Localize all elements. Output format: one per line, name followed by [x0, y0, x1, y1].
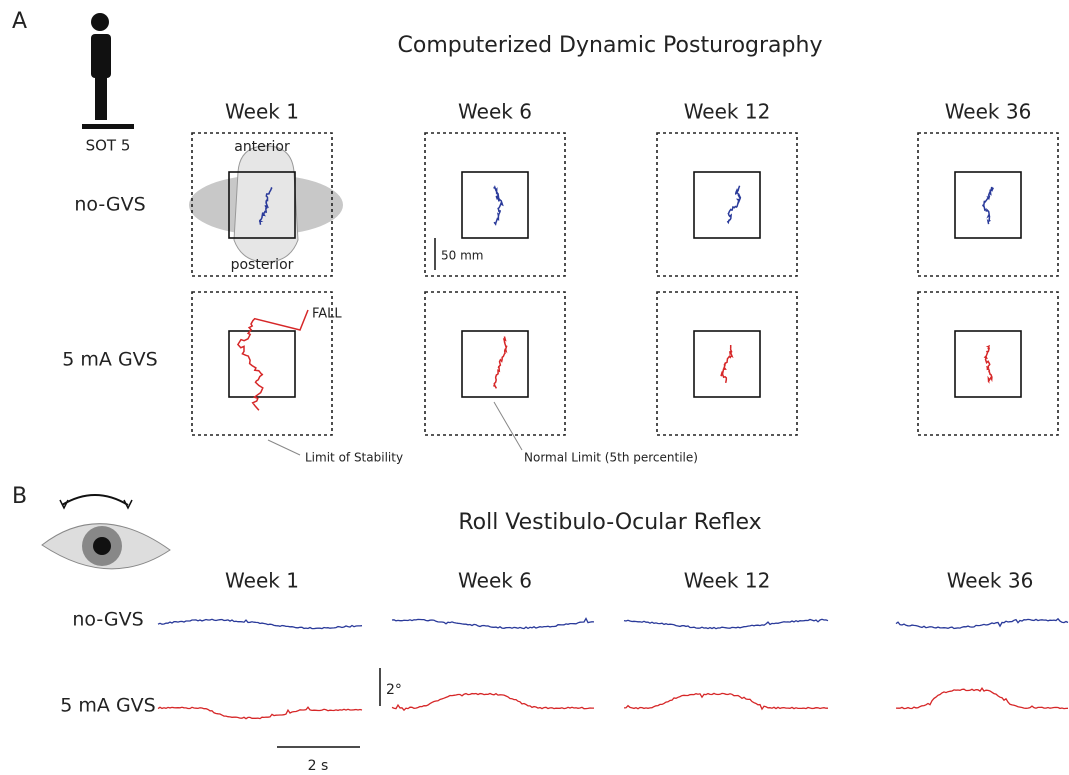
- sway-trace: [985, 346, 992, 381]
- vor-trace: [158, 619, 362, 628]
- column-heading: Week 36: [947, 569, 1034, 593]
- column-heading: Week 6: [458, 569, 532, 593]
- panel-title: Computerized Dynamic Posturography: [398, 33, 823, 58]
- panel-title: Roll Vestibulo-Ocular Reflex: [458, 510, 761, 535]
- limit-of-stability: [918, 292, 1058, 435]
- anterior-label: anterior: [234, 139, 290, 155]
- column-heading: Week 36: [945, 100, 1032, 124]
- row-label: 5 mA GVS: [62, 349, 157, 371]
- column-heading: Week 12: [684, 569, 771, 593]
- panel-label: B: [12, 484, 27, 509]
- vor-trace: [624, 619, 828, 628]
- panel-label: A: [12, 9, 27, 34]
- eye-icon: [42, 495, 170, 569]
- sway-trace: [983, 187, 994, 224]
- pointer: [494, 402, 522, 450]
- row-label: no-GVS: [74, 194, 145, 216]
- posterior-label: posterior: [231, 257, 294, 273]
- person-icon: [82, 13, 134, 129]
- column-heading: Week 1: [225, 100, 299, 124]
- annotation: Normal Limit (5th percentile): [524, 451, 698, 465]
- fall-label: FALL: [312, 307, 342, 322]
- limit-of-stability: [657, 133, 797, 276]
- vor-trace: [624, 693, 828, 709]
- normal-limit: [694, 331, 760, 397]
- vor-trace: [158, 707, 362, 719]
- scale-label: 2 s: [308, 758, 329, 774]
- limit-of-stability: [192, 292, 332, 435]
- vor-trace: [896, 688, 1068, 708]
- vor-trace: [392, 619, 594, 629]
- figure: A Computerized Dynamic Posturography SOT…: [0, 0, 1069, 775]
- sway-trace: [721, 345, 732, 383]
- column-heading: Week 6: [458, 100, 532, 124]
- limit-of-stability: [425, 292, 565, 435]
- sway-trace: [727, 186, 740, 223]
- row-label: no-GVS: [72, 609, 143, 631]
- scale-label: 2°: [386, 682, 402, 698]
- normal-limit: [462, 172, 528, 238]
- vor-trace: [392, 694, 594, 711]
- row-label: 5 mA GVS: [60, 695, 155, 717]
- annotation: Limit of Stability: [305, 451, 403, 465]
- normal-limit: [955, 172, 1021, 238]
- column-heading: Week 12: [684, 100, 771, 124]
- pointer: [268, 440, 300, 455]
- sway-trace: [238, 310, 308, 410]
- column-heading: Week 1: [225, 569, 299, 593]
- limit-of-stability: [657, 292, 797, 435]
- sway-trace: [494, 337, 507, 389]
- vor-trace: [896, 619, 1068, 629]
- icon-label: SOT 5: [86, 137, 131, 155]
- scale-label: 50 mm: [441, 249, 483, 263]
- sway-trace: [494, 187, 502, 224]
- limit-of-stability: [918, 133, 1058, 276]
- normal-limit: [955, 331, 1021, 397]
- normal-limit: [694, 172, 760, 238]
